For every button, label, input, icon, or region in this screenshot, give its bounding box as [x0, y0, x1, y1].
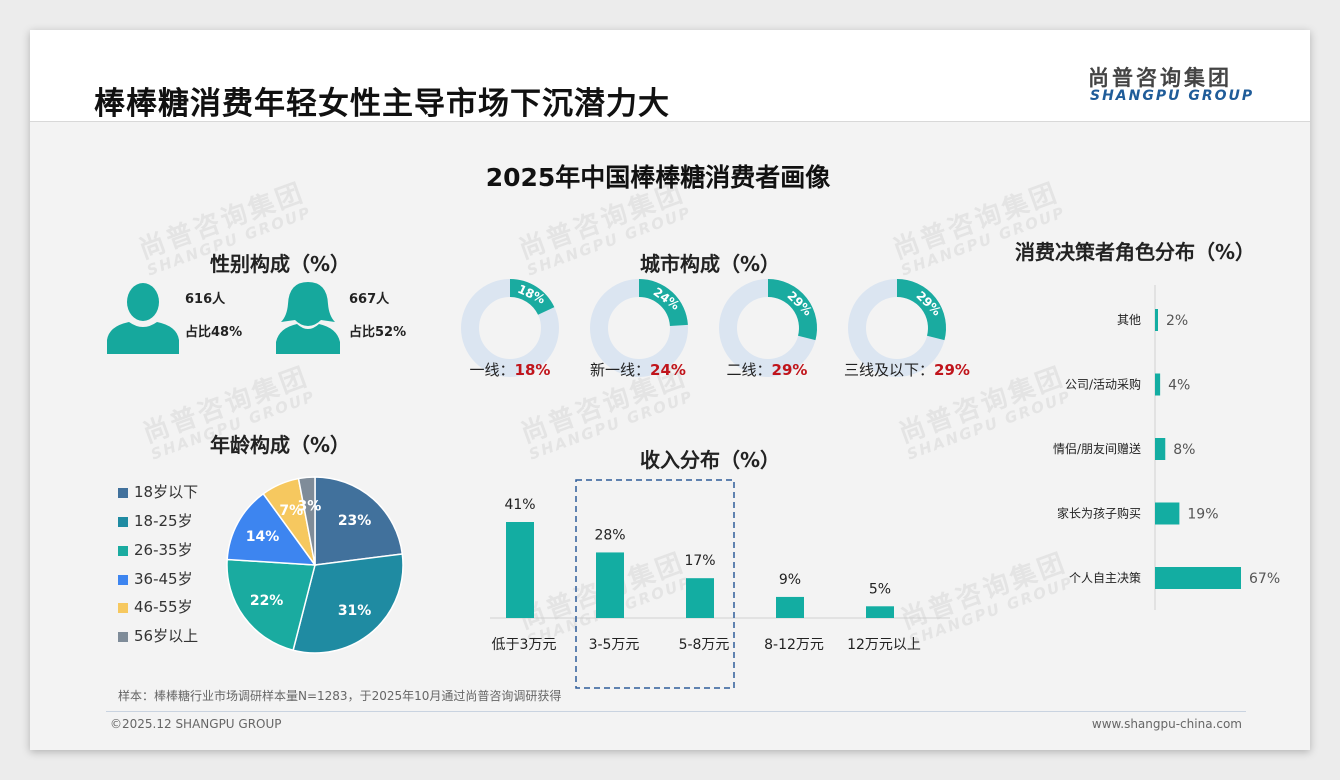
pie-slice — [226, 558, 316, 652]
donut-segment — [638, 279, 688, 327]
legend-swatch — [118, 516, 128, 527]
male-share: 占比48% — [185, 325, 243, 340]
city-label-tier1: 一线：18% — [469, 361, 551, 379]
x-tick-label: 8-12万元 — [764, 637, 824, 653]
bar-value-label: 17% — [684, 553, 715, 569]
bar-value-label: 9% — [779, 572, 801, 588]
page-title: 棒棒糖消费年轻女性主导市场下沉潜力大 — [94, 86, 670, 122]
legend-swatch — [118, 631, 128, 642]
legend-swatch — [118, 487, 128, 498]
donut-segment — [896, 279, 946, 341]
income-title: 收入分布（%） — [639, 448, 781, 472]
decision-bar — [1155, 567, 1241, 589]
income-bar — [776, 596, 804, 618]
gender-title: 性别构成（%） — [209, 252, 351, 276]
city-label-new-tier1: 新一线：24% — [590, 361, 686, 379]
city-label-tier2: 二线：29% — [726, 361, 808, 379]
y-tick-label: 公司/活动采购 — [1065, 377, 1141, 392]
age-pie-chart: 23% 31% 22% 14% 7%3% — [226, 476, 404, 654]
x-tick-label: 5-8万元 — [679, 637, 730, 653]
y-tick-label: 情侣/朋友间赠送 — [1053, 441, 1141, 456]
bar-value-label: 5% — [869, 581, 891, 597]
copyright: ©2025.12 SHANGPU GROUP — [110, 717, 282, 731]
x-tick-label: 3-5万元 — [589, 637, 640, 653]
city-donut-chart: 18% 24% 29% 29% — [461, 279, 946, 377]
income-bar — [866, 606, 894, 618]
bar-value-label: 8% — [1173, 442, 1195, 458]
legend-item: 56岁以上 — [118, 625, 198, 646]
legend-item: 18岁以下 — [118, 481, 198, 502]
legend-swatch — [118, 602, 128, 613]
figure-subtitle: 2025年中国棒棒糖消费者画像 — [485, 163, 831, 192]
pie-slice — [297, 476, 316, 566]
age-title: 年龄构成（%） — [209, 433, 351, 457]
bar-value-label: 67% — [1249, 571, 1280, 587]
legend-swatch — [118, 545, 128, 556]
pie-value-label: 22% — [250, 593, 284, 609]
bar-value-label: 28% — [594, 527, 625, 543]
decision-bar — [1155, 373, 1161, 396]
bar-value-label: 19% — [1187, 507, 1218, 523]
bar-value-label: 2% — [1166, 313, 1188, 329]
pie-slice — [226, 492, 317, 566]
slide: 棒棒糖消费年轻女性主导市场下沉潜力大 尚普咨询集团 SHANGPU GROUP … — [30, 30, 1310, 750]
y-tick-label: 个人自主决策 — [1069, 571, 1141, 585]
pie-slice — [292, 553, 404, 654]
bar-value-label: 4% — [1168, 378, 1190, 394]
pie-slice — [314, 476, 404, 566]
footer-divider — [106, 711, 1246, 712]
female-count: 667人 — [349, 292, 390, 307]
city-label-tier3: 三线及以下：29% — [844, 361, 970, 379]
x-tick-label: 低于3万元 — [492, 637, 557, 653]
decision-bar — [1155, 309, 1158, 331]
y-tick-label: 其他 — [1117, 313, 1141, 327]
x-tick-label: 12万元以上 — [847, 637, 921, 653]
income-bar — [506, 522, 534, 618]
legend-item: 36-45岁 — [118, 568, 193, 589]
pie-value-label: 23% — [338, 513, 372, 529]
logo-en: SHANGPU GROUP — [1090, 88, 1255, 104]
highlight-box — [575, 479, 735, 689]
header-bar — [30, 30, 1310, 122]
pie-value-label: 14% — [246, 529, 280, 545]
female-share: 占比52% — [349, 325, 407, 340]
female-icon — [276, 282, 340, 354]
legend-swatch — [118, 574, 128, 585]
logo-cn: 尚普咨询集团 — [1088, 66, 1232, 90]
income-bar — [686, 578, 714, 618]
donut-segment — [509, 279, 555, 316]
income-bar-chart: 41% 低于3万元 28% 3-5万元 17% 5-8万元 9% 8-12万元 5% 12万元以上 — [490, 479, 950, 689]
decision-title: 消费决策者角色分布（%） — [1014, 240, 1256, 264]
decision-bar — [1155, 502, 1180, 525]
pie-value-label: 7% — [279, 503, 303, 519]
male-count: 616人 — [185, 292, 226, 307]
decision-bar — [1155, 438, 1166, 460]
pie-value-label: 31% — [338, 603, 372, 619]
income-bar — [596, 552, 624, 618]
bar-value-label: 41% — [504, 497, 535, 513]
pie-value-label: 3% — [297, 498, 321, 514]
male-icon — [107, 283, 179, 354]
legend-item: 46-55岁 — [118, 596, 193, 617]
city-title: 城市构成（%） — [639, 252, 781, 276]
legend-item: 18-25岁 — [118, 510, 193, 531]
sample-note: 样本：棒棒糖行业市场调研样本量N=1283，于2025年10月通过尚普咨询调研获… — [118, 689, 562, 703]
y-tick-label: 家长为孩子购买 — [1057, 506, 1141, 521]
decision-bar-chart: 其他 2% 公司/活动采购 4% 情侣/朋友间赠送 8% 家长为孩子购买 19% 个人自主决策 6… — [1053, 285, 1280, 610]
website: www.shangpu-china.com — [1091, 717, 1242, 731]
legend-item: 26-35岁 — [118, 539, 193, 560]
donut-segment — [767, 279, 817, 341]
